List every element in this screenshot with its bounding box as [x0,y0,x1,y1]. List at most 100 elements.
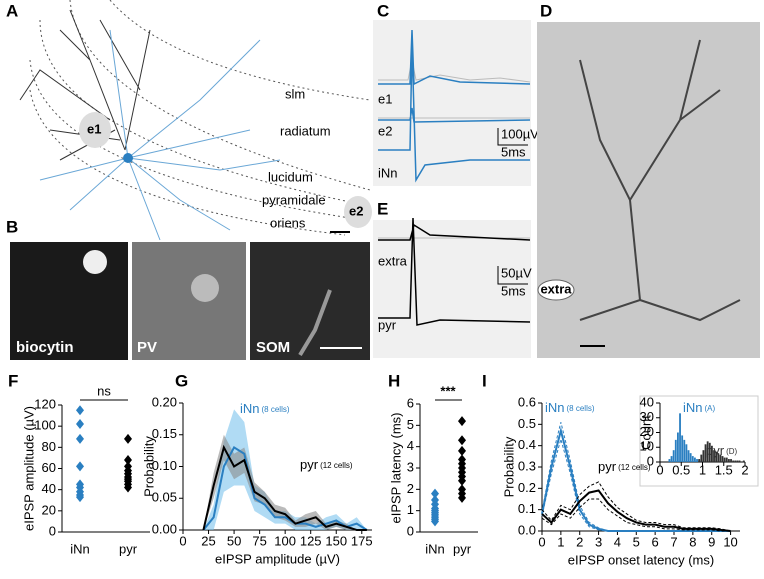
electrode-site [537,279,575,301]
y-tick-label: 0.4 [518,437,536,452]
electrode-label: e1 [87,121,101,136]
y-axis-label: Count [638,415,653,450]
y-tick-label: 0 [49,523,56,538]
series-note: (8 cells) [567,404,595,413]
x-tick-label: 1 [557,534,564,549]
scale-label: 100µV [501,126,539,141]
histogram-bar [736,460,739,462]
y-tick-label: 0.10 [152,458,177,473]
x-tick-label: 100 [274,533,296,548]
layer-label: pyramidale [262,192,326,207]
x-tick-label: 3 [595,534,602,549]
x-tick-label: 150 [325,533,347,548]
error-bound [541,481,731,532]
scale-label: 5ms [501,144,526,159]
data-point [458,475,466,486]
x-tick-label: 1 [699,462,706,477]
y-tick-label: 0 [407,523,414,538]
x-tick-label: 0 [538,534,545,549]
data-point [124,482,132,493]
y-tick-label: 60 [42,460,56,475]
y-tick-label: 1 [407,502,414,517]
histogram-bar [721,456,724,462]
x-tick-label: 9 [708,534,715,549]
trace-label: extra [378,253,408,268]
panel-label: B [6,217,18,236]
histogram-bar [668,459,671,462]
x-tick-label: 0 [656,462,663,477]
y-tick-label: 40 [42,481,56,496]
series-note: (12 cells) [320,461,353,470]
y-tick-label: 0.0 [518,522,536,537]
stain-label: SOM [256,339,290,356]
x-tick-label: 0.5 [672,462,690,477]
cell-process [298,289,332,357]
layer-label: oriens [270,215,306,230]
y-tick-label: 30 [640,409,654,424]
histogram-bar [717,453,720,462]
x-tick-label: 0 [179,533,186,548]
series-name: pyr [598,459,617,474]
histogram-bar [728,459,730,462]
histogram-bar [742,460,745,462]
trace-label: pyr [378,317,397,332]
x-tick-label: 6 [652,534,659,549]
data-point [431,516,439,527]
error-band [203,409,367,530]
trace-label: iNn [378,165,398,180]
series-label: pyr (D) [706,443,738,458]
layer-label: slm [285,86,305,101]
annotation: ns [97,383,111,398]
panel-background [373,20,531,186]
histogram-bar [691,456,694,462]
histogram-bar [711,445,713,462]
y-tick-label: 0.5 [518,416,536,431]
series-name: iNn [545,400,565,415]
y-tick-label: 0.05 [152,490,177,505]
histogram-bar [694,457,696,462]
histogram-bar [677,432,679,462]
x-tick-label: 8 [689,534,696,549]
series-label: iNn (8 cells) [545,400,595,415]
y-tick-label: 0.2 [518,480,536,495]
neuron-drawing [19,9,281,241]
cell-body [191,274,219,302]
data-point [124,455,132,466]
series-note: (12 cells) [618,463,651,472]
histogram-bar [732,460,735,462]
histogram-bar [704,444,707,462]
histogram-bar [687,450,690,462]
y-tick-label: 5 [407,417,414,432]
series-note: (A) [705,404,716,413]
y-tick-label: 10 [640,439,654,454]
scale-label: 5ms [501,283,526,298]
y-axis-label: Probability [501,436,516,497]
histogram-bar [670,456,673,462]
panel-background [373,220,531,358]
histogram-bar [685,444,688,462]
panel-label: I [482,371,487,390]
scale-label: 50µV [501,265,532,280]
y-tick-label: 0.20 [152,394,177,409]
y-tick-label: 2 [407,481,414,496]
histogram-bar [672,450,675,462]
series-note: (8 cells) [262,405,290,414]
histogram-bar [730,459,732,462]
series-name: pyr [300,457,319,472]
data-point [458,492,466,503]
micrograph [10,242,128,360]
series-name: iNn [683,400,703,415]
x-tick-label: 175 [351,533,373,548]
y-axis-label: Probability [141,436,156,497]
stain-label: biocytin [16,339,74,356]
layer-label: radiatum [280,123,331,138]
series-line [202,446,368,531]
x-tick-label: 10 [723,534,737,549]
y-tick-label: 80 [42,439,56,454]
panel-label: C [377,1,389,20]
series-line [541,426,731,532]
x-tick-label: 125 [300,533,322,548]
x-tick-label: 2 [576,534,583,549]
electrode-label: extra [540,281,572,296]
